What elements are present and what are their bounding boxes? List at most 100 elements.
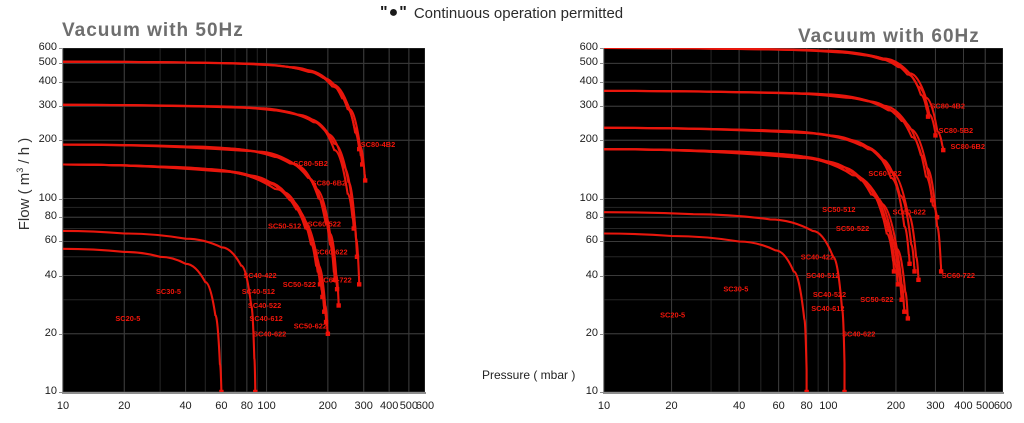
curve-label: SC40-622 bbox=[253, 329, 286, 338]
curve-label: SC80-4B2 bbox=[930, 102, 965, 111]
y-tick-mark bbox=[600, 392, 604, 393]
x-tick-40: 40 bbox=[732, 400, 746, 412]
continuous-operation-marker bbox=[804, 389, 809, 392]
curve-label: SC80-4B2 bbox=[361, 140, 396, 149]
curve-label: SC60-522 bbox=[868, 169, 901, 178]
curve-sc30-5: SC30-5 bbox=[604, 211, 847, 392]
x-tick-500: 500 bbox=[399, 400, 419, 412]
x-tick-600: 600 bbox=[993, 400, 1013, 412]
y-tick-10: 10 bbox=[585, 385, 598, 397]
continuous-operation-marker bbox=[933, 133, 938, 138]
plot-area: SC20-5 SC30-5 SC40-422 SC40-512 SC40-522 SC40… bbox=[604, 48, 1003, 392]
y-tick-500: 500 bbox=[38, 56, 57, 69]
curve-label: SC80-6B2 bbox=[312, 179, 347, 188]
chart-title-60hz: Vacuum with 60Hz bbox=[798, 26, 980, 47]
y-tick-mark bbox=[59, 275, 63, 277]
x-tick-500: 500 bbox=[976, 400, 995, 412]
curve-label: SC60-722 bbox=[318, 275, 351, 284]
curve-path bbox=[604, 48, 945, 151]
curve-path bbox=[63, 60, 367, 181]
y-tick-mark bbox=[59, 82, 63, 84]
y-tick-20: 20 bbox=[44, 326, 57, 339]
curve-path bbox=[63, 163, 329, 334]
curve-label: SC50-622 bbox=[294, 321, 327, 330]
x-axis-label: Pressure ( mbar ) bbox=[482, 368, 576, 382]
y-tick-80: 80 bbox=[585, 210, 598, 223]
curve-path bbox=[604, 148, 909, 319]
curve-sc80-6b2: SC80-6B2 bbox=[604, 48, 985, 153]
continuous-operation-marker bbox=[325, 331, 331, 336]
y-tick-mark bbox=[600, 48, 604, 49]
curve-label: SC50-512 bbox=[822, 205, 855, 214]
y-tick-mark bbox=[59, 63, 63, 65]
curve-label: SC40-512 bbox=[806, 271, 839, 280]
plot-area: SC20-5 SC30-5 SC40-422 SC40-512 SC40-522 SC40… bbox=[63, 48, 425, 392]
x-tick-100: 100 bbox=[819, 400, 838, 412]
curve-label: SC50-622 bbox=[860, 295, 893, 304]
x-tick-300: 300 bbox=[926, 400, 945, 412]
x-tick-400: 400 bbox=[954, 400, 973, 412]
y-tick-mark bbox=[600, 140, 604, 142]
y-tick-600: 600 bbox=[579, 41, 598, 53]
x-tick-80: 80 bbox=[240, 400, 253, 412]
x-tick-10: 10 bbox=[597, 400, 611, 412]
curve-path bbox=[604, 232, 808, 392]
curve-label: SC80-5B2 bbox=[939, 126, 974, 135]
curve-label: SC40-622 bbox=[842, 329, 875, 338]
curve-sc30-5: SC30-5 bbox=[63, 229, 258, 392]
y-axis-line bbox=[602, 48, 604, 392]
continuous-operation-marker bbox=[941, 147, 946, 153]
y-tick-10: 10 bbox=[44, 385, 57, 397]
y-tick-40: 40 bbox=[44, 268, 57, 281]
curve-sc50-622: SC50-622 bbox=[63, 143, 341, 330]
curve-path bbox=[63, 229, 257, 392]
curve-label: SC40-512 bbox=[242, 287, 275, 296]
continuous-operation-marker bbox=[905, 316, 911, 321]
curve-label: SC80-5B2 bbox=[293, 159, 328, 168]
y-tick-200: 200 bbox=[579, 133, 598, 146]
curve-sc20-5: SC20-5 bbox=[63, 247, 224, 392]
plot-svg: SC20-5 SC30-5 SC40-422 SC40-512 SC40-522 SC40… bbox=[63, 48, 425, 392]
y-tick-100: 100 bbox=[38, 191, 57, 204]
continuous-operation-marker bbox=[925, 114, 931, 119]
y-tick-mark bbox=[600, 106, 604, 108]
x-axis-line bbox=[603, 392, 1004, 394]
continuous-operation-marker bbox=[253, 389, 258, 392]
x-tick-20: 20 bbox=[665, 400, 678, 412]
curve-label: SC40-612 bbox=[811, 304, 844, 313]
continuous-operation-marker bbox=[351, 226, 356, 231]
continuous-operation-marker bbox=[362, 178, 368, 183]
x-tick-10: 10 bbox=[56, 400, 70, 412]
curve-label: SC50-512 bbox=[268, 222, 301, 231]
curve-sc80-4b2: SC80-4B2 bbox=[604, 48, 965, 119]
curve-label: SC40-612 bbox=[249, 314, 282, 323]
x-tick-60: 60 bbox=[215, 400, 228, 412]
y-tick-mark bbox=[59, 217, 63, 219]
y-tick-mark bbox=[600, 198, 604, 200]
curve-label: SC60-622 bbox=[314, 247, 347, 256]
continuous-operation-dot-icon: "●" bbox=[380, 4, 408, 21]
y-tick-400: 400 bbox=[579, 75, 598, 88]
continuous-operation-marker bbox=[916, 277, 921, 283]
legend: "●" Continuous operation permitted bbox=[380, 4, 623, 22]
curve-path bbox=[604, 211, 846, 392]
x-tick-200: 200 bbox=[886, 400, 906, 412]
y-tick-mark bbox=[59, 241, 63, 243]
y-tick-400: 400 bbox=[38, 75, 57, 88]
curve-path bbox=[63, 163, 324, 297]
curve-label: SC80-6B2 bbox=[950, 142, 985, 151]
curve-path bbox=[604, 126, 920, 280]
curve-label: SC20-5 bbox=[660, 311, 685, 320]
y-tick-600: 600 bbox=[38, 41, 57, 53]
curve-sc50-622: SC50-622 bbox=[604, 126, 921, 304]
x-tick-80: 80 bbox=[800, 400, 813, 412]
curve-label: SC30-5 bbox=[723, 285, 748, 294]
curve-path bbox=[63, 163, 328, 323]
curve-path bbox=[604, 89, 943, 272]
x-tick-400: 400 bbox=[379, 400, 399, 412]
continuous-operation-marker bbox=[322, 309, 327, 314]
x-tick-20: 20 bbox=[118, 400, 131, 412]
y-tick-200: 200 bbox=[38, 133, 57, 146]
continuous-operation-marker bbox=[938, 269, 944, 274]
curve-label: SC60-722 bbox=[942, 271, 975, 280]
